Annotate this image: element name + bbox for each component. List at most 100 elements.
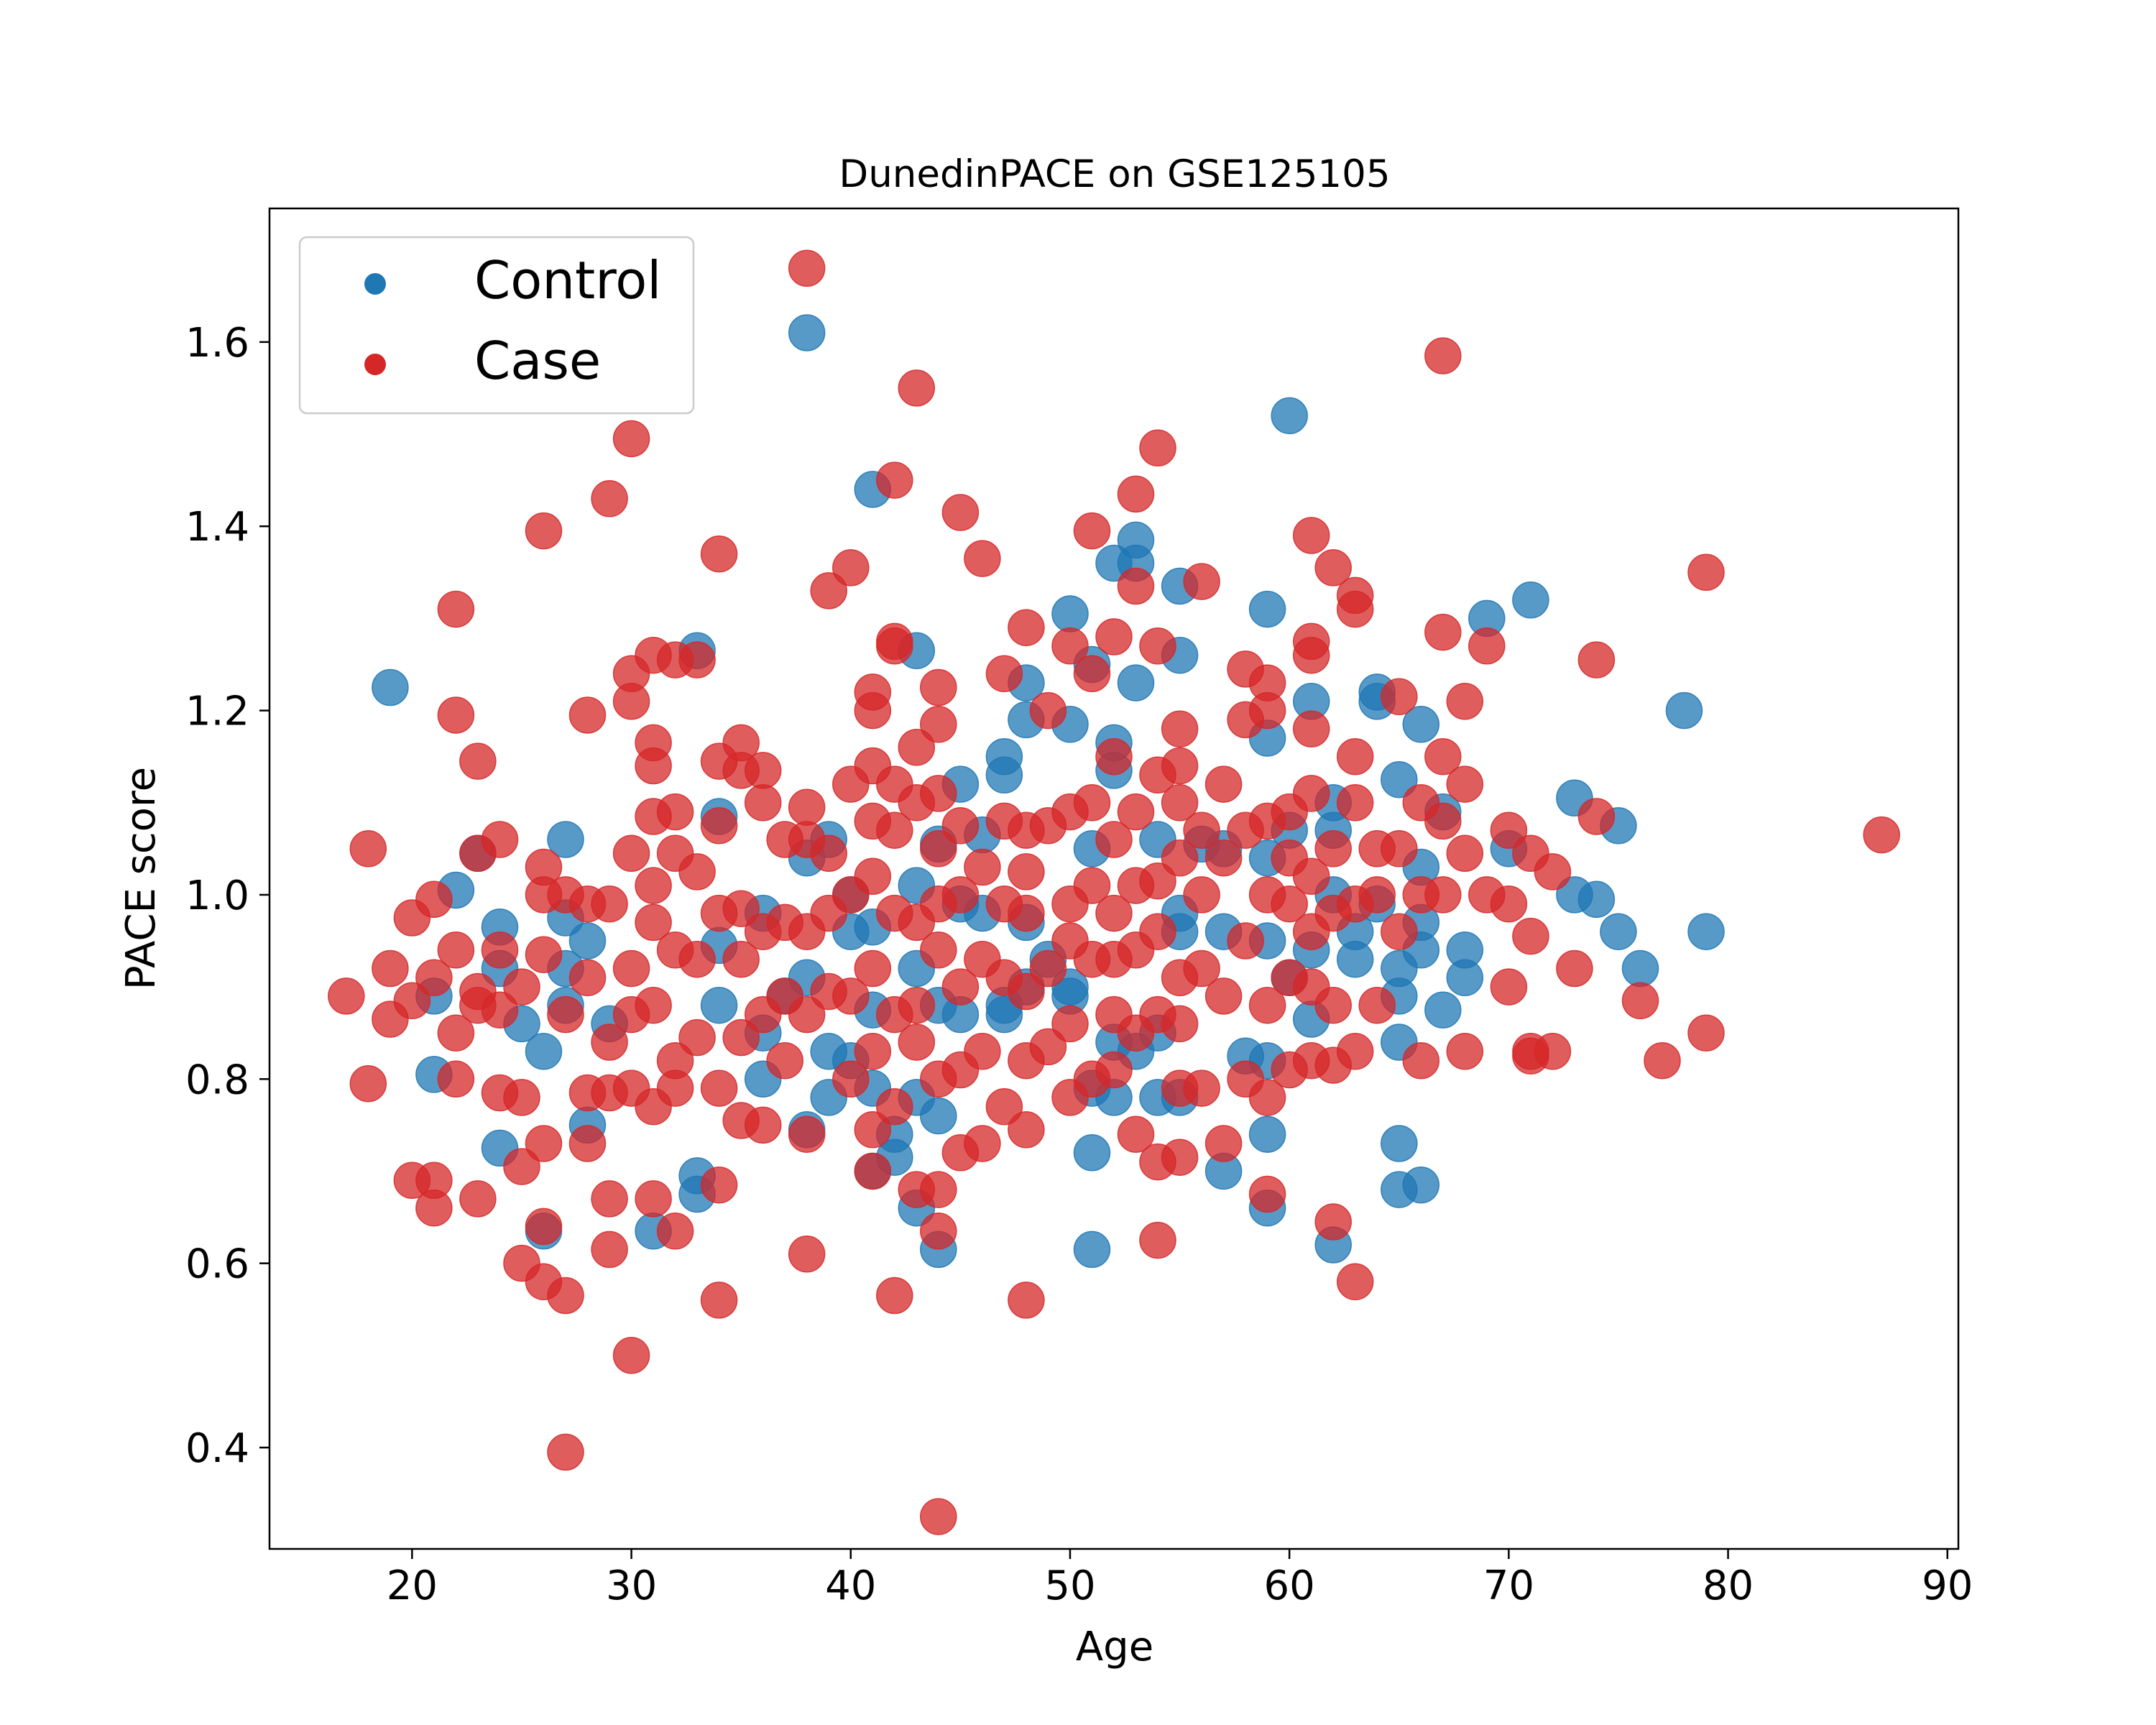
point-case-291: [1490, 811, 1528, 849]
point-case-85: [700, 1166, 738, 1204]
point-case-151: [920, 1213, 957, 1250]
point-case-116: [832, 978, 870, 1015]
point-case-125: [854, 1111, 892, 1149]
point-control-11: [547, 821, 584, 858]
point-case-242: [1248, 1079, 1286, 1116]
legend-label-control: Control: [474, 250, 661, 310]
point-control-107: [1271, 397, 1308, 435]
point-case-243: [1248, 1175, 1286, 1213]
x-tick-label: 20: [387, 1563, 438, 1609]
point-case-285: [1446, 683, 1484, 720]
point-case-54: [612, 683, 650, 720]
point-control-9: [525, 1033, 563, 1070]
point-case-187: [1073, 512, 1111, 550]
point-case-228: [1204, 765, 1243, 803]
point-control-29: [788, 314, 826, 351]
point-case-223: [1183, 563, 1220, 600]
point-case-196: [1095, 894, 1133, 932]
point-case-16: [437, 1060, 475, 1098]
point-case-292: [1490, 885, 1528, 923]
point-case-227: [1183, 1070, 1220, 1107]
point-case-279: [1402, 1041, 1440, 1080]
legend-frame: [298, 236, 695, 415]
point-case-208: [1139, 627, 1176, 665]
point-case-150: [920, 1171, 957, 1208]
legend-label-case: Case: [474, 331, 601, 391]
point-case-82: [700, 807, 738, 845]
point-case-76: [678, 641, 716, 678]
point-case-26: [503, 968, 540, 1006]
point-control-24: [700, 986, 738, 1024]
point-control-147: [1687, 913, 1725, 950]
point-case-226: [1183, 949, 1220, 988]
point-case-253: [1292, 775, 1330, 812]
point-case-40: [547, 1433, 584, 1471]
point-case-33: [525, 936, 563, 973]
point-case-1: [349, 830, 387, 868]
point-case-207: [1139, 429, 1176, 467]
point-case-101: [766, 1041, 803, 1080]
point-case-141: [898, 1024, 936, 1061]
point-case-38: [547, 995, 584, 1034]
point-case-303: [1621, 982, 1659, 1020]
point-control-61: [985, 756, 1023, 794]
point-case-172: [1008, 894, 1045, 932]
point-case-274: [1381, 678, 1418, 716]
point-case-289: [1468, 627, 1506, 665]
point-case-162: [964, 1033, 1001, 1070]
point-case-107: [788, 1116, 826, 1153]
point-case-154: [941, 807, 980, 845]
point-case-301: [1577, 641, 1616, 678]
legend: Control Case: [298, 236, 695, 415]
y-tick-label: 1.2: [185, 689, 249, 735]
point-case-194: [1095, 737, 1133, 776]
point-control-118: [1336, 940, 1374, 978]
x-tick-label: 60: [1264, 1563, 1315, 1609]
point-case-218: [1161, 839, 1199, 877]
point-case-6: [393, 982, 431, 1020]
point-case-251: [1292, 636, 1330, 674]
point-control-100: [1248, 590, 1286, 628]
x-tick-label: 30: [606, 1563, 657, 1609]
point-control-144: [1600, 913, 1637, 950]
point-case-299: [1534, 1033, 1572, 1070]
y-tick-label: 1.6: [185, 320, 249, 367]
point-control-105: [1248, 1116, 1286, 1153]
point-case-110: [810, 834, 847, 873]
point-control-146: [1665, 691, 1703, 730]
point-case-47: [591, 885, 628, 923]
point-case-140: [898, 986, 936, 1024]
point-case-254: [1292, 857, 1330, 896]
point-case-307: [1863, 816, 1900, 854]
point-case-79: [678, 1018, 716, 1057]
point-case-28: [503, 1148, 540, 1185]
point-case-300: [1556, 949, 1593, 988]
point-case-2: [349, 1064, 387, 1103]
point-case-235: [1227, 922, 1264, 960]
point-case-261: [1314, 986, 1352, 1024]
point-case-284: [1424, 876, 1462, 914]
point-case-41: [568, 696, 607, 734]
point-case-30: [525, 512, 563, 550]
point-case-90: [722, 940, 760, 978]
point-case-249: [1292, 517, 1330, 554]
point-case-159: [964, 540, 1001, 577]
point-case-273: [1358, 986, 1396, 1024]
y-tick-label: 0.8: [185, 1057, 249, 1103]
point-case-113: [832, 549, 870, 586]
point-case-206: [1117, 1116, 1155, 1153]
point-case-280: [1424, 337, 1462, 374]
point-case-56: [612, 949, 650, 988]
point-case-241: [1248, 986, 1286, 1024]
point-case-66: [635, 986, 672, 1024]
x-tick-label: 40: [825, 1563, 876, 1609]
point-case-230: [1204, 978, 1243, 1015]
point-case-46: [591, 480, 628, 518]
point-case-193: [1095, 618, 1133, 656]
point-case-74: [656, 1070, 694, 1107]
point-case-65: [635, 903, 672, 942]
point-case-86: [700, 1282, 738, 1319]
point-case-259: [1314, 830, 1352, 868]
point-case-168: [985, 1087, 1023, 1126]
point-case-190: [1073, 867, 1111, 904]
